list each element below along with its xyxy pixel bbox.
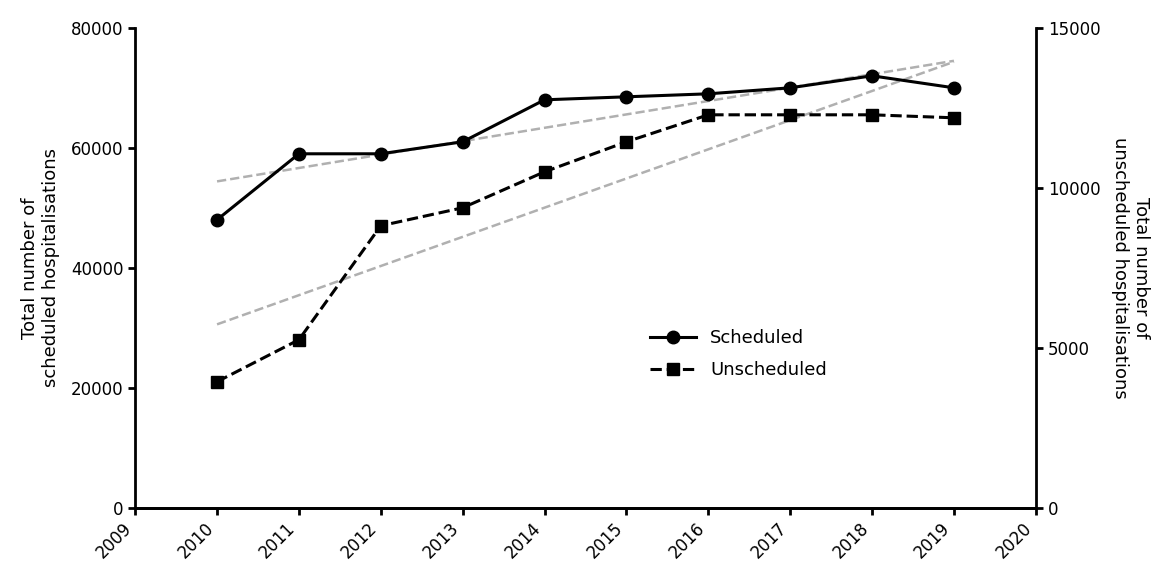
Y-axis label: Total number of
scheduled hospitalisations: Total number of scheduled hospitalisatio… [21,148,60,387]
Y-axis label: Total number of
unscheduled hospitalisations: Total number of unscheduled hospitalisat… [1111,137,1150,399]
Legend: Scheduled, Unscheduled: Scheduled, Unscheduled [643,322,834,387]
